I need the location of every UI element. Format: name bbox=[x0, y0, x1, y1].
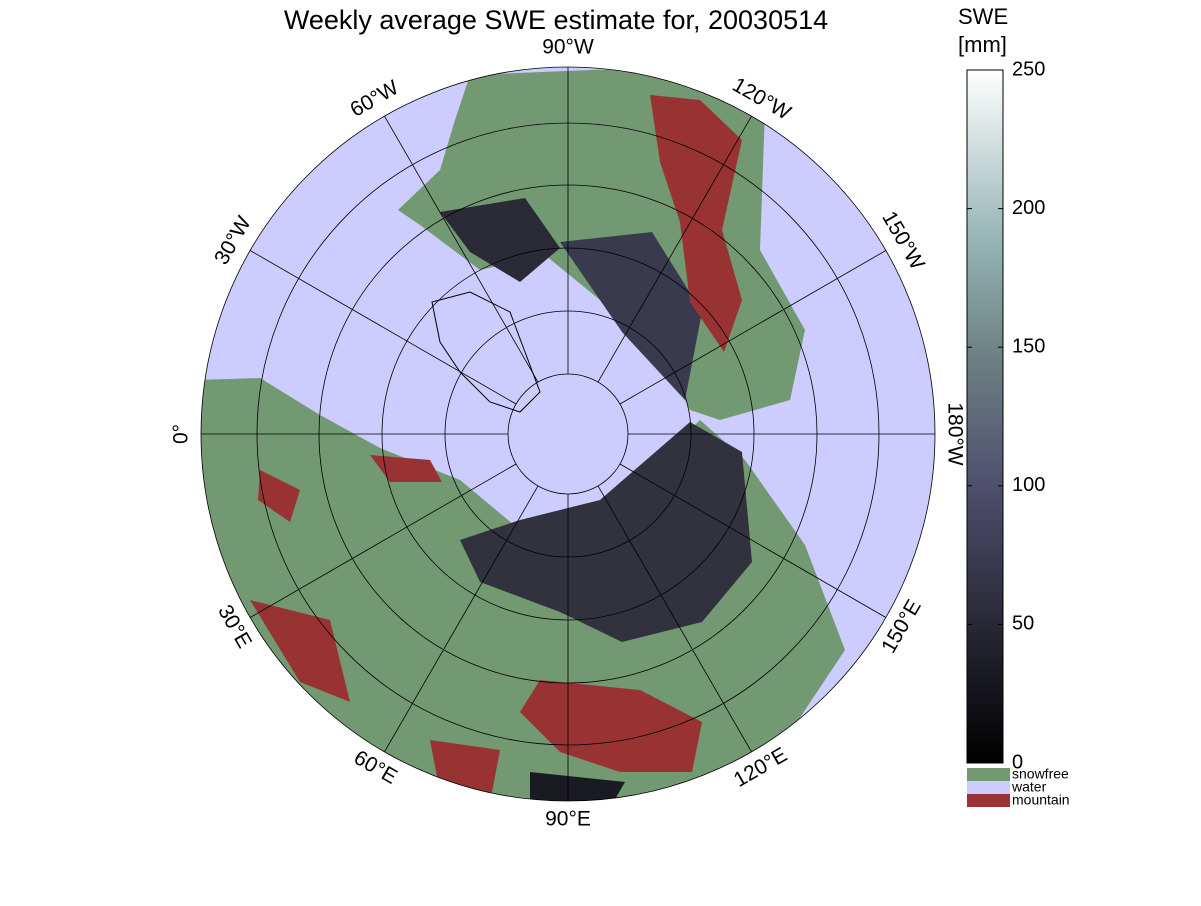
snow-canada-east bbox=[560, 232, 702, 400]
meridian bbox=[249, 250, 517, 405]
mountain-rockies bbox=[650, 95, 742, 352]
snow-canada-west bbox=[440, 198, 560, 282]
legend-swatch bbox=[967, 794, 1010, 807]
mountain-scandinavia bbox=[370, 455, 442, 482]
mountain-tibet bbox=[520, 680, 702, 772]
mountain-caucasus bbox=[250, 600, 350, 702]
longitude-label: 180°W bbox=[943, 402, 966, 465]
snow-siberia bbox=[460, 422, 752, 642]
legend-swatch bbox=[967, 768, 1010, 781]
map-title: Weekly average SWE estimate for, 2003051… bbox=[284, 5, 828, 35]
colorbar-label: [mm] bbox=[958, 32, 1007, 57]
legend-swatch bbox=[967, 781, 1010, 794]
snow-central-asia bbox=[530, 772, 625, 801]
longitude-label: 90°E bbox=[545, 808, 591, 831]
legend-label: snowfree bbox=[1012, 766, 1069, 782]
colorbar-label: SWE bbox=[958, 4, 1008, 29]
meridian bbox=[597, 485, 752, 753]
mountain-asia-west bbox=[430, 740, 500, 792]
colorbar-tick-label: 200 bbox=[1012, 197, 1045, 219]
meridian bbox=[597, 115, 752, 383]
colorbar-tick-label: 100 bbox=[1012, 474, 1045, 496]
meridian bbox=[619, 463, 887, 618]
longitude-label: 0° bbox=[170, 424, 193, 444]
colorbar-tick-label: 0 bbox=[1012, 751, 1023, 773]
longitude-label: 90°W bbox=[542, 36, 594, 59]
colorbar-tick-label: 150 bbox=[1012, 335, 1045, 357]
greenland-outline bbox=[431, 291, 541, 413]
meridian bbox=[384, 115, 539, 383]
meridian bbox=[619, 250, 887, 405]
colorbar-tick-label: 50 bbox=[1012, 613, 1034, 635]
colorbar-tick-label: 250 bbox=[1012, 58, 1045, 80]
colorbar bbox=[966, 69, 1004, 764]
meridian bbox=[384, 485, 539, 753]
meridian bbox=[249, 463, 517, 618]
mountain-alps bbox=[258, 470, 300, 522]
graticule bbox=[200, 66, 936, 802]
legend-label: water bbox=[1011, 779, 1047, 795]
legend-label: mountain bbox=[1012, 792, 1070, 808]
map-body bbox=[201, 67, 935, 801]
